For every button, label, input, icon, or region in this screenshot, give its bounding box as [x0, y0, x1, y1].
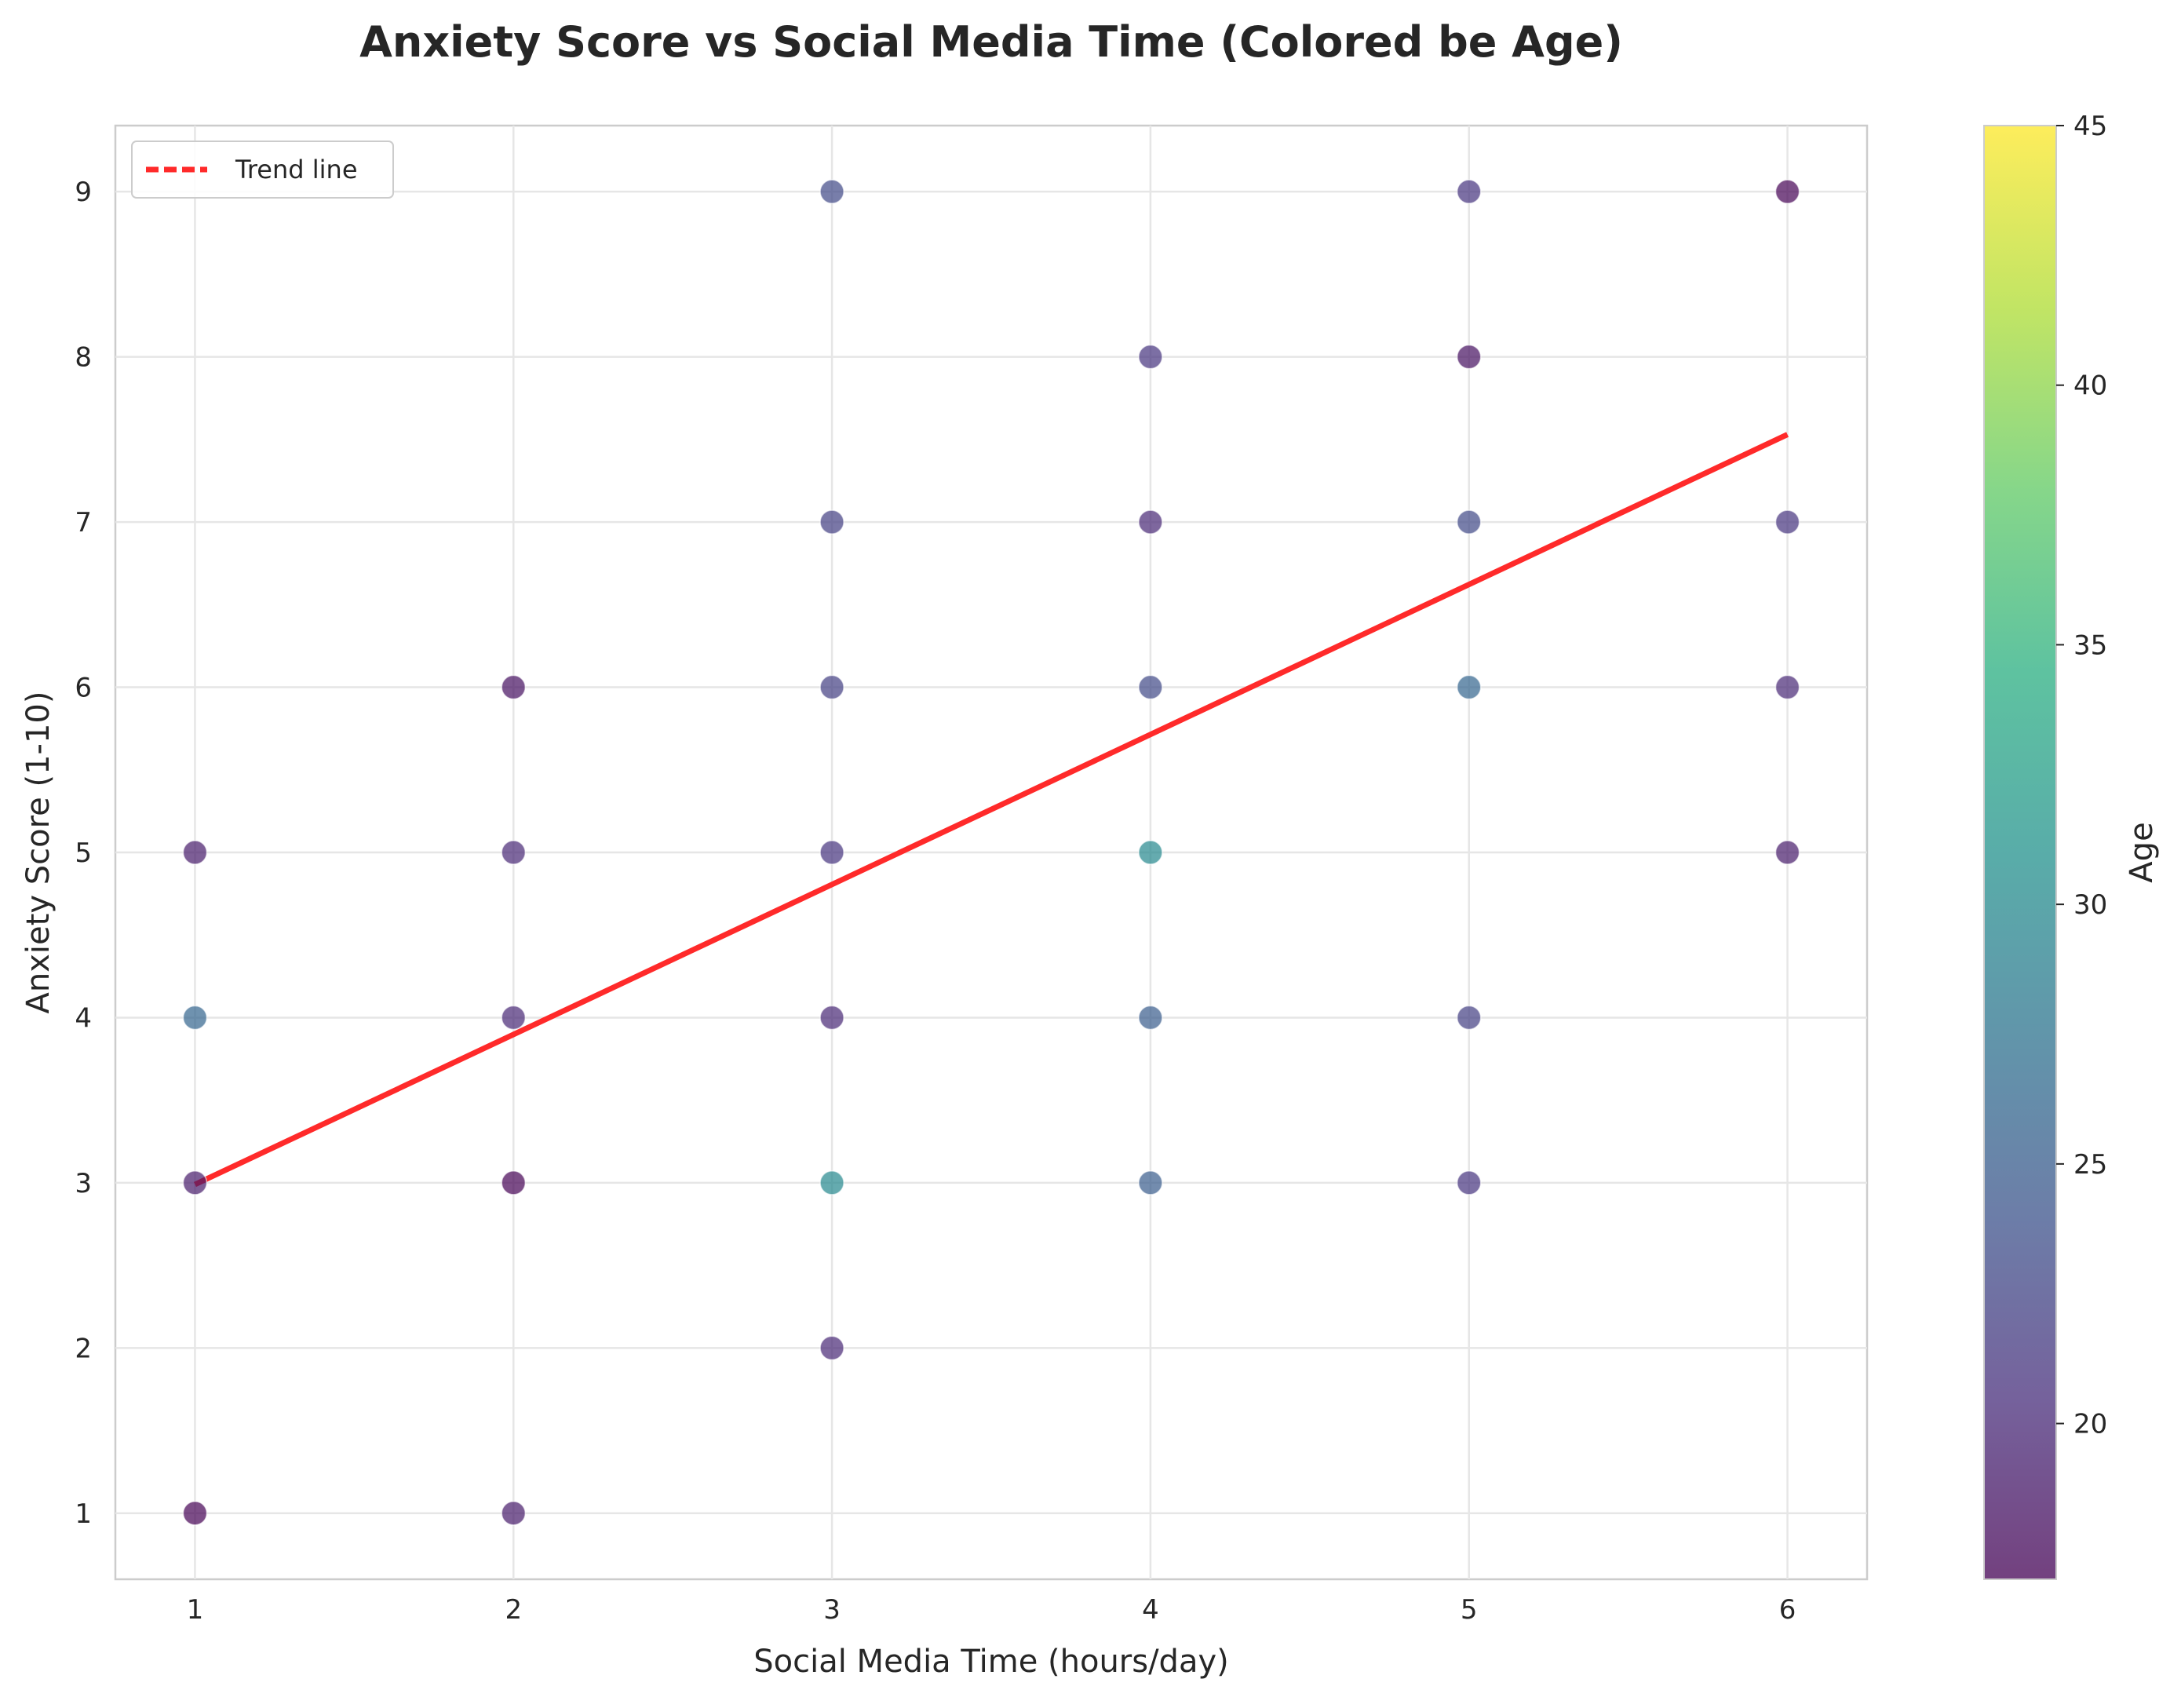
data-point — [1138, 674, 1163, 700]
data-point — [1774, 509, 1800, 535]
legend-label-trend-line: Trend line — [235, 155, 358, 184]
trend-line — [193, 432, 1789, 1188]
y-tick-label: 8 — [75, 342, 92, 374]
data-point — [182, 840, 208, 865]
data-point — [182, 1501, 208, 1526]
data-point — [501, 1005, 527, 1031]
colorbar-tick-labels: 20 25 30 35 40 45 — [2056, 111, 2107, 1440]
plot-area — [114, 124, 1869, 1581]
data-point — [1456, 674, 1482, 700]
data-point — [1774, 179, 1800, 204]
data-point — [1138, 1170, 1163, 1195]
data-point — [1774, 674, 1800, 700]
colorbar-tick-label: 20 — [2073, 1409, 2107, 1440]
data-point — [1456, 1170, 1482, 1195]
data-point — [182, 1005, 208, 1031]
data-point — [819, 1335, 844, 1361]
x-tick-labels: 1 2 3 4 5 6 — [187, 1594, 1796, 1626]
data-point — [1456, 1005, 1482, 1031]
data-point — [819, 840, 844, 865]
x-tick-label: 2 — [505, 1594, 522, 1626]
data-point — [501, 674, 527, 700]
colorbar-tick-label: 35 — [2073, 630, 2107, 661]
y-tick-label: 9 — [75, 177, 92, 208]
data-point — [1138, 1005, 1163, 1031]
colorbar-tick-label: 25 — [2073, 1149, 2107, 1181]
legend-box — [131, 141, 394, 199]
data-point — [819, 509, 844, 535]
data-point — [819, 674, 844, 700]
x-tick-label: 6 — [1779, 1594, 1796, 1626]
y-tick-labels: 1 2 3 4 5 6 7 8 9 — [75, 177, 92, 1530]
x-tick-label: 3 — [823, 1594, 841, 1626]
colorbar-label: Age — [2124, 822, 2160, 882]
data-point — [819, 179, 844, 204]
colorbar-gradient — [1983, 125, 2057, 1580]
legend: Trend line — [131, 141, 394, 199]
data-point — [1138, 509, 1163, 535]
data-point — [501, 840, 527, 865]
data-point — [1456, 509, 1482, 535]
data-point — [819, 1005, 844, 1031]
grid-lines — [115, 126, 1867, 1579]
x-axis-label: Social Media Time (hours/day) — [753, 1644, 1229, 1680]
data-point — [182, 1170, 208, 1195]
colorbar: 20 25 30 35 40 45 Age — [1983, 111, 2160, 1580]
x-tick-label: 4 — [1142, 1594, 1159, 1626]
y-axis-label: Anxiety Score (1-10) — [20, 692, 57, 1014]
data-point — [1774, 840, 1800, 865]
data-points — [182, 179, 1800, 1526]
y-tick-label: 3 — [75, 1168, 92, 1199]
data-point — [1138, 344, 1163, 370]
y-tick-label: 2 — [75, 1333, 92, 1364]
data-point — [1138, 840, 1163, 865]
y-tick-label: 4 — [75, 1002, 92, 1034]
y-tick-label: 7 — [75, 507, 92, 538]
data-point — [1456, 344, 1482, 370]
colorbar-tick-label: 30 — [2073, 889, 2107, 921]
colorbar-tick-label: 40 — [2073, 370, 2107, 402]
data-point — [501, 1170, 527, 1195]
y-tick-label: 5 — [75, 838, 92, 869]
x-tick-label: 1 — [187, 1594, 204, 1626]
trend-line-layer — [193, 432, 1789, 1188]
chart-title: Anxiety Score vs Social Media Time (Colo… — [359, 17, 1623, 67]
y-tick-label: 6 — [75, 673, 92, 704]
colorbar-tick-label: 45 — [2073, 111, 2107, 142]
data-point — [501, 1501, 527, 1526]
y-tick-label: 1 — [75, 1498, 92, 1530]
data-point — [1456, 179, 1482, 204]
data-point — [819, 1170, 844, 1195]
x-tick-label: 5 — [1461, 1594, 1478, 1626]
